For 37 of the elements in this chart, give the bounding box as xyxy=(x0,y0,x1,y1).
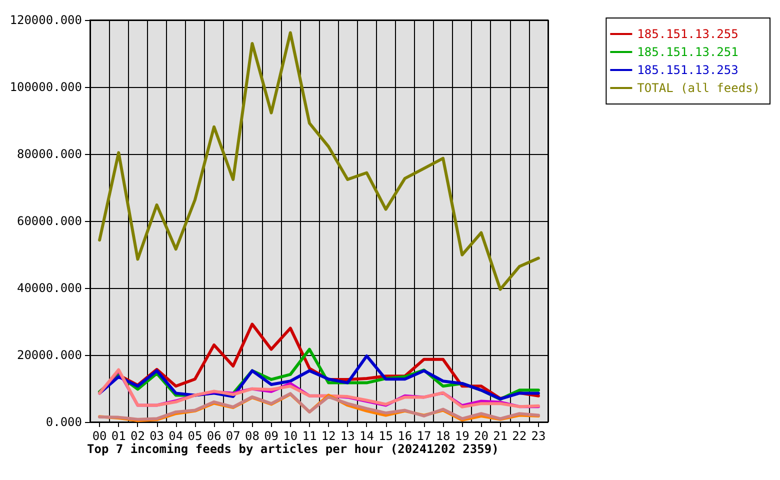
x-tick-label: 08 xyxy=(244,429,260,443)
y-tick-label: 60000.000 xyxy=(16,214,82,228)
legend-label: TOTAL (all feeds) xyxy=(637,81,760,95)
x-tick-label: 10 xyxy=(283,429,298,443)
text: Top 7 incoming feeds by articles per hour (20241202 2359) xyxy=(87,442,499,456)
x-tick-label: 15 xyxy=(378,429,394,443)
x-tick-label: 06 xyxy=(206,429,222,443)
x-tick-label: 09 xyxy=(264,429,279,443)
y-tick-label: 120000.000 xyxy=(10,13,82,27)
legend-label: 185.151.13.251 xyxy=(637,45,738,59)
y-tick-label: 40000.000 xyxy=(16,281,82,295)
x-tick-label: 14 xyxy=(359,429,374,443)
y-tick-label: 0.000 xyxy=(46,415,82,429)
x-tick-label: 16 xyxy=(398,429,412,443)
legend-label: 185.151.13.253 xyxy=(637,63,738,77)
x-tick-label: 03 xyxy=(150,429,164,443)
x-tick-label: 02 xyxy=(130,429,145,443)
x-tick-label: 17 xyxy=(416,429,432,443)
x-tick-label: 04 xyxy=(168,429,184,443)
x-tick-label: 18 xyxy=(436,429,450,443)
x-tick-label: 01 xyxy=(111,429,126,443)
x-tick-label: 00 xyxy=(92,429,107,443)
x-tick-label: 11 xyxy=(302,429,317,443)
x-tick-label: 23 xyxy=(531,429,546,443)
x-tick-label: 05 xyxy=(188,429,202,443)
x-tick-label: 13 xyxy=(340,429,355,443)
x-tick-label: 12 xyxy=(321,429,336,443)
x-tick-label: 21 xyxy=(493,429,508,443)
y-tick-label: 100000.000 xyxy=(10,80,82,94)
y-tick-label: 20000.000 xyxy=(16,348,82,362)
legend-label: 185.151.13.255 xyxy=(637,27,738,41)
x-tick-label: 07 xyxy=(226,429,240,443)
x-tick-label: 19 xyxy=(454,429,470,443)
x-tick-label: 22 xyxy=(512,429,527,443)
y-tick-label: 80000.000 xyxy=(16,147,82,161)
x-tick-label: 20 xyxy=(474,429,488,443)
line-series xyxy=(98,31,540,291)
